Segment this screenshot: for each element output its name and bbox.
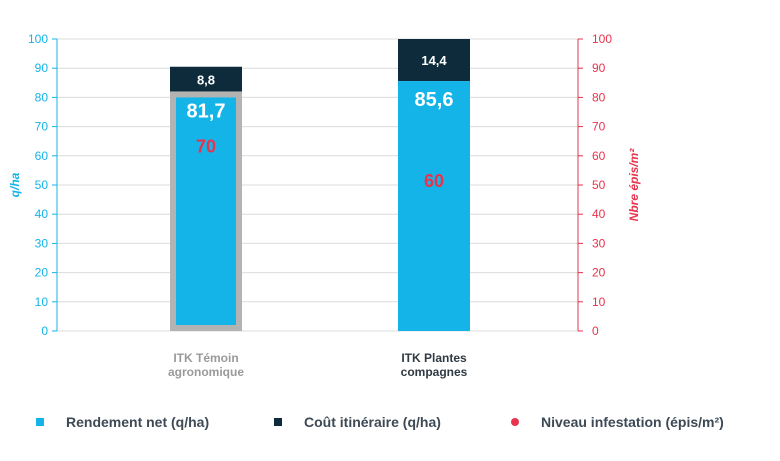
category-label: compagnes [401,365,468,379]
label-cout: 8,8 [197,73,215,88]
bar-rendement [398,81,470,331]
legend-swatch-rendement [36,418,44,426]
right-tick-label: 60 [592,149,606,163]
right-axis-title: Nbre épis/m² [627,148,641,222]
category-label: ITK Plantes [401,351,467,365]
left-tick-label: 90 [35,61,49,75]
label-rendement: 81,7 [187,100,226,122]
category-label: agronomique [168,365,244,379]
left-tick-label: 80 [35,90,49,104]
legend-label-infestation: Niveau infestation (épis/m²) [541,414,724,430]
legend-swatch-cout [274,418,282,426]
left-tick-label: 10 [35,295,49,309]
legend: Rendement net (q/ha) Coût itinéraire (q/… [0,414,780,444]
legend-item-cout: Coût itinéraire (q/ha) [274,414,441,430]
legend-swatch-infestation [511,418,519,426]
label-infestation: 70 [196,137,216,157]
bar-highlight-outline [170,91,242,331]
right-tick-label: 70 [592,120,606,134]
left-tick-label: 50 [35,178,49,192]
category-label: ITK Témoin [173,351,238,365]
bar-cout [170,66,242,93]
right-tick-label: 40 [592,207,606,221]
left-tick-label: 20 [35,266,49,280]
right-tick-label: 0 [592,324,599,338]
legend-item-infestation: Niveau infestation (épis/m²) [511,414,724,430]
legend-label-rendement: Rendement net (q/ha) [66,414,210,430]
right-tick-label: 80 [592,90,606,104]
left-tick-label: 0 [41,324,48,338]
label-infestation: 60 [424,171,444,191]
label-cout: 14,4 [421,53,447,68]
label-rendement: 85,6 [415,89,454,111]
bar-cout [398,39,470,82]
right-tick-label: 20 [592,266,606,280]
legend-item-rendement: Rendement net (q/ha) [36,414,209,430]
legend-label-cout: Coût itinéraire (q/ha) [304,414,441,430]
right-tick-label: 90 [592,61,606,75]
left-tick-label: 70 [35,120,49,134]
bar-rendement [170,92,242,331]
right-tick-label: 100 [592,32,612,46]
left-tick-label: 40 [35,207,49,221]
left-tick-label: 100 [28,32,48,46]
left-tick-label: 30 [35,236,49,250]
right-tick-label: 30 [592,236,606,250]
left-axis-title: q/ha [8,172,22,197]
left-tick-label: 60 [35,149,49,163]
right-tick-label: 10 [592,295,606,309]
right-tick-label: 50 [592,178,606,192]
